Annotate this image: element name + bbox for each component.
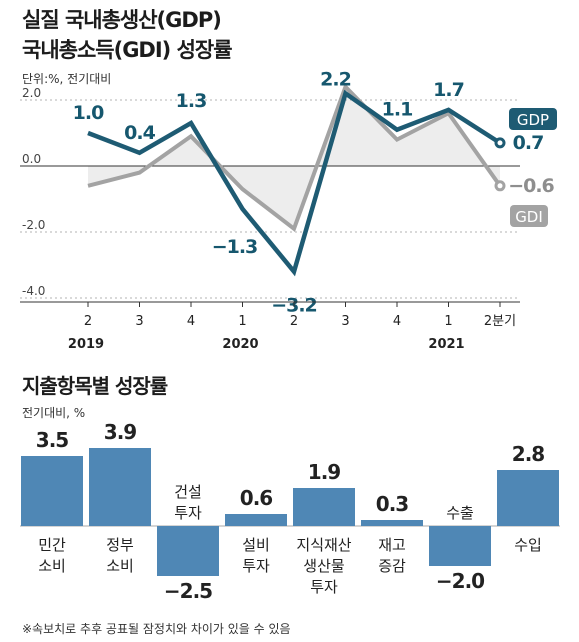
- gdi-series-line: [87, 83, 502, 232]
- bar-chart-unit: 전기대비, %: [22, 406, 86, 420]
- y-tick-label: 2.0: [22, 86, 41, 100]
- gdi-last-point: [494, 180, 506, 192]
- gdp-series-line: [87, 89, 502, 277]
- y-tick-label: -2.0: [22, 218, 45, 232]
- bar-value-label: 1.9: [308, 460, 341, 484]
- line-chart-unit: 단위:%, 전기대비: [22, 72, 112, 86]
- gdp-data-label: 2.2: [320, 68, 351, 90]
- x-tick-label: 2분기: [484, 314, 516, 329]
- bar-value-label: 2.8: [512, 442, 545, 466]
- gdp-legend-label: GDP: [517, 111, 549, 129]
- bar-category-label: 건설: [174, 483, 202, 501]
- gdp-gdi-line-chart: 2.00.0-2.0-4.01.00.41.3−1.3−3.22.21.11.7…: [20, 68, 557, 352]
- bar-category-label: 민간: [38, 536, 66, 554]
- bar: [157, 526, 219, 576]
- bar-category-label: 소비: [38, 557, 66, 575]
- footnote: ※속보치로 추후 공표될 잠정치와 차이가 있을 수 있음: [22, 622, 291, 636]
- bar: [225, 514, 287, 526]
- bar-value-label: −2.5: [164, 579, 212, 603]
- x-tick-label: 4: [393, 314, 401, 329]
- gdp-data-label: 1.3: [176, 90, 207, 112]
- bar: [293, 488, 355, 526]
- bar-value-label: −2.0: [436, 569, 484, 593]
- year-label: 2021: [428, 337, 464, 352]
- y-tick-label: 0.0: [22, 152, 41, 166]
- bar-value-label: 0.6: [240, 486, 273, 510]
- x-tick-label: 3: [135, 314, 143, 329]
- bar-chart-title: 지출항목별 성장률: [22, 374, 168, 398]
- x-tick-label: 1: [444, 314, 452, 329]
- bar: [497, 470, 559, 526]
- y-tick-label: -4.0: [22, 284, 45, 298]
- x-tick-label: 3: [341, 314, 349, 329]
- x-tick-label: 4: [187, 314, 195, 329]
- bar-category-label: 생산물: [303, 557, 344, 575]
- x-tick-label: 2: [84, 314, 92, 329]
- bar: [361, 520, 423, 526]
- bar-category-label: 수입: [514, 536, 542, 554]
- bar-category-label: 소비: [106, 557, 134, 575]
- bar: [21, 456, 83, 526]
- gdp-data-label: 0.7: [513, 132, 544, 154]
- gdp-last-point: [494, 137, 506, 149]
- bar-category-label: 정부: [106, 536, 134, 554]
- bar-category-label: 투자: [310, 578, 338, 596]
- bar: [429, 526, 491, 566]
- gdi-legend-tag: [510, 205, 548, 227]
- gdp-legend-tag: [509, 108, 557, 130]
- gdp-data-label: −1.3: [212, 236, 258, 258]
- x-tick-label: 1: [238, 314, 246, 329]
- gdp-data-label: 0.4: [124, 122, 155, 144]
- bar-category-label: 투자: [242, 557, 270, 575]
- year-label: 2019: [68, 337, 104, 352]
- x-tick-label: 2: [290, 314, 298, 329]
- bar: [89, 448, 151, 526]
- bar-category-label: 설비: [242, 536, 270, 554]
- gdp-data-label: 1.1: [382, 99, 413, 121]
- bar-value-label: 3.9: [104, 420, 137, 444]
- bar-value-label: 3.5: [36, 428, 69, 452]
- year-label: 2020: [222, 337, 258, 352]
- gdi-data-label: −0.6: [508, 175, 554, 197]
- bar-category-label: 재고: [378, 536, 406, 554]
- gdp-data-label: 1.0: [73, 102, 104, 124]
- bar-category-label: 수출: [446, 504, 474, 522]
- gdi-legend-label: GDI: [515, 208, 543, 226]
- bar-category-label: 증감: [378, 557, 406, 575]
- bar-category-label: 지식재산: [296, 536, 351, 554]
- chart-title-line1: 실질 국내총생산(GDP): [22, 8, 222, 32]
- gdi-shaded-area: [88, 86, 500, 229]
- gdp-data-label: 1.7: [433, 79, 464, 101]
- bar-value-label: 0.3: [376, 492, 409, 516]
- bar-category-label: 투자: [174, 504, 202, 522]
- chart-title-line2: 국내총소득(GDI) 성장률: [22, 38, 233, 62]
